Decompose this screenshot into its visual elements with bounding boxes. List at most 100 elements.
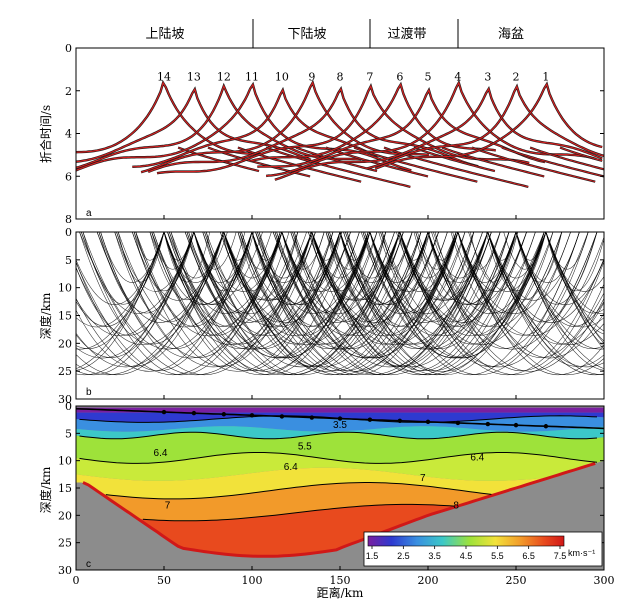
station-label: 9 bbox=[308, 70, 315, 83]
ray-path bbox=[427, 232, 604, 372]
obs-station-marker bbox=[279, 414, 285, 419]
x-axis-label: 距离/km bbox=[317, 585, 364, 600]
ray-path bbox=[81, 232, 283, 376]
colorbar-unit: km·s⁻¹ bbox=[568, 548, 595, 558]
station-label: 11 bbox=[245, 70, 259, 83]
calculated-traveltime-curve bbox=[366, 84, 604, 170]
station-label: 10 bbox=[275, 70, 289, 83]
obs-station-marker bbox=[455, 420, 461, 426]
y-tick-label: 20 bbox=[58, 509, 72, 522]
ray-path bbox=[163, 232, 351, 372]
contour-label: 6.4 bbox=[154, 448, 168, 459]
station-label: 2 bbox=[513, 70, 520, 83]
ray-path bbox=[487, 232, 604, 375]
calculated-traveltime-curve bbox=[76, 81, 261, 155]
ray-path bbox=[193, 232, 255, 292]
station-label: 3 bbox=[484, 70, 491, 83]
colorbar-tick-label: 7.5 bbox=[554, 551, 567, 561]
ray-path bbox=[169, 232, 371, 376]
ray-path bbox=[193, 232, 413, 376]
panel-c-ylabel: 深度/km bbox=[38, 466, 53, 513]
y-tick-label: 5 bbox=[65, 427, 72, 440]
obs-station-marker bbox=[191, 410, 197, 416]
station-label: 12 bbox=[217, 70, 231, 83]
y-tick-label: 25 bbox=[58, 365, 72, 378]
obs-station-marker bbox=[485, 421, 491, 427]
ray-path bbox=[223, 232, 429, 372]
panel-a: 14 13 12 11 10 9 8 7 6 5 4 3 2 1 0 2 4 6 8 折合时间/s a bbox=[38, 42, 605, 226]
ray-path bbox=[487, 232, 604, 368]
colorbar-tick-label: 2.5 bbox=[397, 551, 410, 561]
obs-station-marker bbox=[161, 409, 167, 415]
ray-path bbox=[427, 232, 604, 372]
y-tick-label: 6 bbox=[65, 170, 72, 183]
ray-paths bbox=[76, 232, 604, 376]
region-header: 上陆坡 下陆坡 过渡带 海盆 bbox=[145, 19, 524, 48]
ray-path bbox=[515, 232, 598, 305]
ray-path bbox=[346, 232, 517, 350]
ray-path bbox=[339, 232, 510, 350]
y-tick-label: 10 bbox=[58, 282, 72, 295]
ray-path bbox=[327, 232, 547, 376]
velocity-contour bbox=[142, 503, 455, 522]
velocity-band bbox=[76, 432, 604, 464]
x-tick-label: 200 bbox=[418, 574, 439, 587]
calculated-branch bbox=[413, 147, 496, 172]
calculated-traveltime-curve bbox=[147, 87, 479, 173]
colorbar-tick-label: 3.5 bbox=[428, 551, 441, 561]
ray-path bbox=[135, 232, 341, 372]
x-axis-ticks: 0 50 100 150 200 250 300 bbox=[73, 215, 615, 587]
ray-path bbox=[545, 232, 604, 347]
panel-b-letter: b bbox=[86, 387, 92, 398]
y-tick-label: 8 bbox=[65, 213, 72, 226]
y-tick-label: 0 bbox=[65, 226, 72, 239]
ray-path bbox=[545, 232, 604, 344]
panel-a-letter: a bbox=[86, 208, 92, 219]
station-label: 13 bbox=[187, 70, 201, 83]
y-tick-label: 30 bbox=[58, 564, 72, 577]
ray-path bbox=[76, 232, 165, 369]
y-tick-label: 10 bbox=[58, 455, 72, 468]
calculated-traveltime-curve bbox=[156, 84, 530, 174]
ray-path bbox=[76, 232, 165, 371]
panel-a-y-ticks: 0 2 4 6 8 bbox=[65, 42, 604, 226]
station-label: 5 bbox=[425, 70, 432, 83]
velocity-contours bbox=[79, 415, 598, 522]
x-tick-label: 250 bbox=[506, 574, 527, 587]
obs-station-marker bbox=[367, 417, 373, 422]
ray-path bbox=[487, 232, 604, 367]
velocity-contour bbox=[79, 452, 598, 464]
traveltime-curves bbox=[76, 79, 604, 188]
ray-path bbox=[515, 232, 604, 369]
velocity-band bbox=[76, 460, 604, 557]
panel-b-y-ticks: 0 5 10 15 20 25 30 bbox=[58, 226, 604, 406]
ray-path bbox=[76, 232, 195, 376]
velocity-band bbox=[76, 460, 604, 499]
contour-label: 3.5 bbox=[333, 420, 347, 431]
panel-b-ylabel: 深度/km bbox=[38, 292, 53, 339]
colorbar: 1.5 2.5 3.5 4.5 5.5 6.5 7.5 km·s⁻¹ bbox=[363, 531, 603, 567]
ray-path bbox=[76, 232, 225, 375]
velocity-contour bbox=[105, 482, 492, 500]
station-label: 1 bbox=[542, 70, 549, 83]
ray-path bbox=[339, 232, 527, 372]
ray-path bbox=[457, 232, 604, 376]
colorbar-tick-label: 4.5 bbox=[460, 551, 473, 561]
station-label: 6 bbox=[396, 70, 403, 83]
ray-path bbox=[184, 232, 401, 376]
ray-path bbox=[76, 232, 253, 372]
ray-path bbox=[369, 232, 589, 376]
calculated-branch bbox=[501, 147, 604, 177]
station-label: 4 bbox=[454, 70, 461, 83]
ray-path bbox=[281, 232, 501, 376]
y-tick-label: 4 bbox=[65, 128, 72, 141]
station-labels: 14 13 12 11 10 9 8 7 6 5 4 3 2 1 bbox=[157, 70, 549, 83]
calculated-branch bbox=[265, 147, 411, 188]
obs-station-marker bbox=[513, 422, 519, 428]
x-tick-label: 100 bbox=[242, 574, 263, 587]
calculated-branch bbox=[353, 147, 478, 183]
ray-path bbox=[255, 232, 489, 375]
region-label-transition: 过渡带 bbox=[387, 26, 426, 42]
ray-path bbox=[545, 232, 604, 332]
